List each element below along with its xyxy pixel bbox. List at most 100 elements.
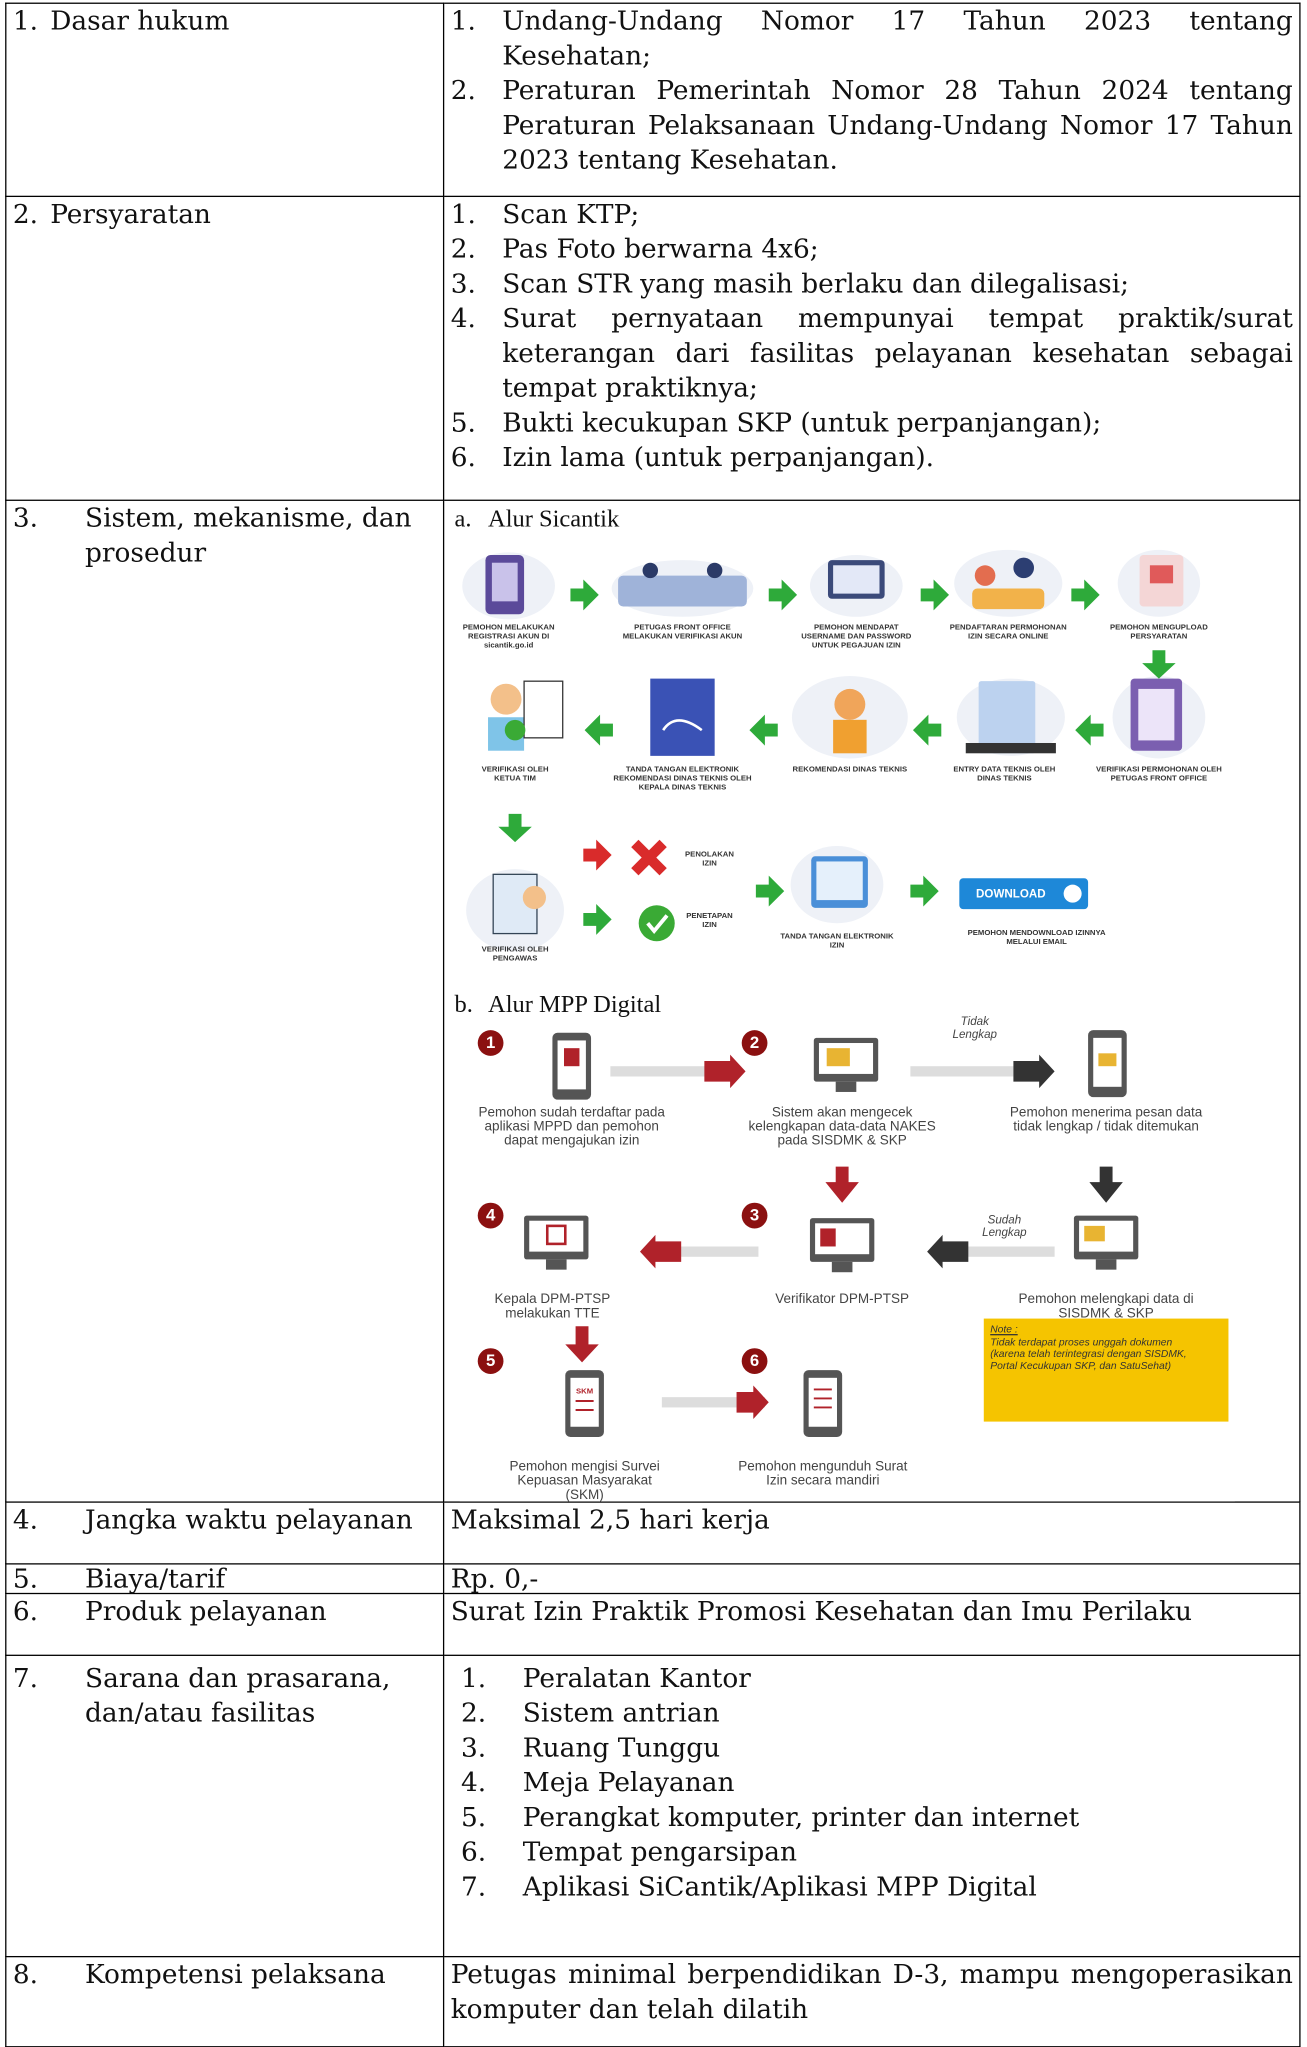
step-number: 3 [741,1202,768,1229]
step-number: 2 [741,1030,768,1056]
step-caption: Verifikator DPM-PTSP [775,1291,910,1307]
item-text: Undang-Undang Nomor 17 Tahun 2023 tentan… [502,5,1293,71]
flow-marker: b. [454,991,473,1019]
list-item: 3. Ruang Tunggu [451,1731,1293,1766]
row-number: 8. [12,1958,39,1990]
list-item: 3. Scan STR yang masih berlaku dan dilega… [451,267,1293,302]
item-number: 3. [450,267,476,299]
step-caption: PEMOHON MENDAPAT USERNAME DAN PASSWORD U… [801,624,912,651]
service-table: 1. Dasar hukum 1. Undang-Undang Nomor 17 T… [5,2,1301,2047]
note-title: Note : [990,1323,1018,1336]
table-row: 8. Kompetensi pelaksana Petugas minimal b… [5,1955,1301,2047]
step-caption: Pemohon sudah terdaftar pada aplikasi MP… [478,1104,665,1149]
step-caption: Pemohon menerima pesan data tidak lengka… [1009,1104,1203,1135]
item-number: 2. [450,233,476,264]
table-row: 2. Persyaratan 1. Scan KTP; 2. Pas Foto berw… [5,195,1301,501]
item-text: Pas Foto berwarna 4x6; [502,233,819,264]
item-text: Scan KTP; [502,198,640,230]
item-number: 4. [450,302,476,334]
row-label: Biaya/tarif [84,1563,226,1595]
arrow-label: Sudah Lengkap [982,1212,1027,1239]
list-item: 1. Scan KTP; [451,197,1293,232]
item-text: Ruang Tunggu [522,1731,721,1763]
row-label: Persyaratan [50,198,211,230]
item-text: Aplikasi SiCantik/Aplikasi MPP Digital [522,1870,1037,1902]
step-number: 1 [477,1030,504,1056]
cell-text: Rp. 0,- [450,1563,539,1595]
arrow-label: Tidak Lengkap [952,1014,998,1041]
table-row: 1. Dasar hukum 1. Undang-Undang Nomor 17 T… [5,2,1301,198]
icons [485,554,1184,942]
item-text: Meja Pelayanan [522,1766,735,1798]
sicantik-diagram: PEMOHON MELAKUKAN REGISTRASI AKUN DI sic… [457,536,1237,982]
row-number: 1. [12,5,39,37]
row-label: Sarana dan prasarana, dan/atau fasilitas [84,1662,391,1729]
row-number: 6. [12,1595,39,1627]
list-item: 4. Surat pernyataan mempunyai tempat prak… [451,301,1293,405]
item-number: 1. [450,5,476,37]
item-number: 6. [460,1836,487,1868]
step-caption: Sistem akan mengecek kelengkapan data-da… [748,1104,936,1149]
item-text: Perangkat komputer, printer dan internet [522,1801,1080,1833]
table-row: 5. Biaya/tarif Rp. 0,- [5,1563,1301,1595]
list-item: 5. Bukti kecukupan SKP (untuk perpanjanga… [451,406,1293,441]
item-number: 2. [450,74,476,106]
step-caption: PEMOHON MENDOWNLOAD IZINNYA MELALUI EMAI… [967,929,1106,947]
arrows [498,579,1176,935]
item-text: Peraturan Pemerintah Nomor 28 Tahun 2024… [502,74,1293,176]
flow-marker: a. [454,506,472,534]
step-caption: Pemohon melengkapi data di SISDMK & SKP [1018,1291,1194,1322]
item-number: 1. [450,198,476,230]
item-text: Scan STR yang masih berlaku dan dilegali… [502,267,1130,299]
list-item: 6. Tempat pengarsipan [451,1835,1293,1870]
item-number: 5. [460,1801,487,1833]
list-item: 2. Sistem antrian [451,1696,1293,1731]
flow-title: Alur Sicantik [488,506,620,534]
flow-heading: b. Alur MPP Digital [455,992,1300,1020]
item-number: 3. [460,1731,487,1763]
icon-label: SKM [576,1388,594,1396]
step-caption: Pemohon mengunduh Surat Izin secara mand… [738,1458,908,1489]
table-row: 6. Produk pelayanan Surat Izin Praktik Pr… [5,1592,1301,1656]
icons [524,1030,1139,1438]
row-number: 7. [12,1662,39,1694]
step-caption: PETUGAS FRONT OFFICE MELAKUKAN VERIFIKAS… [622,624,743,642]
note-text: Tidak terdapat proses unggah dokumen (ka… [990,1336,1187,1372]
list-item: 4. Meja Pelayanan [451,1765,1293,1800]
row-label: Produk pelayanan [84,1595,327,1627]
table-row: 3. Sistem, mekanisme, dan prosedur a. Alur… [5,499,1301,1503]
mpp-diagram: 1 2 3 4 5 6 Pemohon sudah terdaftar pada… [459,1015,1235,1502]
cell-text: Maksimal 2,5 hari kerja [450,1504,770,1535]
item-text: Tempat pengarsipan [522,1836,798,1868]
step-caption: Kepala DPM-PTSP melakukan TTE [494,1291,611,1322]
row-number: 5. [12,1563,39,1595]
step-caption: VERIFIKASI OLEH KETUA TIM [481,766,549,783]
note-box [983,1318,1229,1422]
step-number: 6 [741,1348,768,1374]
item-number: 7. [460,1870,487,1902]
cell-text: Petugas minimal berpendidikan D-3, mampu… [450,1958,1293,2025]
row-label: Kompetensi pelaksana [84,1958,386,1990]
item-number: 2. [460,1697,487,1729]
list-item: 5. Perangkat komputer, printer dan intern… [451,1800,1293,1835]
item-text: Peralatan Kantor [522,1662,751,1694]
step-caption: TANDA TANGAN ELEKTRONIK IZIN [780,933,894,951]
item-number: 6. [450,441,476,473]
step-caption: ENTRY DATA TEKNIS OLEH DINAS TEKNIS [953,766,1056,783]
item-text: Surat pernyataan mempunyai tempat prakti… [502,302,1293,404]
step-number: 4 [477,1202,504,1229]
list-item: 1. Peralatan Kantor [451,1661,1293,1696]
item-text: Sistem antrian [522,1697,720,1729]
row-label: Jangka waktu pelayanan [84,1504,413,1535]
step-caption: PEMOHON MENGUPLOAD PERSYARATAN [1109,624,1208,642]
item-number: 5. [450,406,476,438]
step-caption: VERIFIKASI PERMOHONAN OLEH PETUGAS FRONT… [1096,766,1222,783]
row-label: Dasar hukum [50,5,230,37]
row-number: 4. [12,1504,39,1535]
step-caption: PENOLAKAN IZIN [685,851,734,868]
item-text: Izin lama (untuk perpanjangan). [502,441,935,473]
step-number: 5 [477,1348,504,1374]
download-button: DOWNLOAD [976,887,1046,901]
step-caption: PENDAFTARAN PERMOHONAN IZIN SECARA ONLIN… [949,624,1067,642]
item-text: Bukti kecukupan SKP (untuk perpanjangan)… [502,406,1102,438]
